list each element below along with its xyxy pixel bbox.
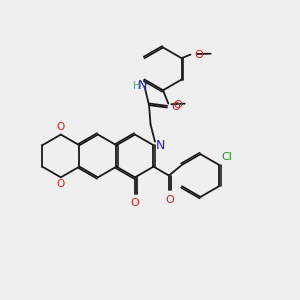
Text: Cl: Cl [221, 152, 232, 162]
Text: O: O [194, 50, 203, 60]
Text: O: O [165, 195, 174, 205]
Text: H: H [133, 80, 140, 91]
Text: O: O [57, 179, 65, 189]
Text: O: O [171, 102, 180, 112]
Text: O: O [173, 100, 182, 110]
Text: O: O [57, 122, 65, 133]
Text: O: O [130, 198, 139, 208]
Text: N: N [156, 139, 165, 152]
Text: N: N [137, 79, 147, 92]
